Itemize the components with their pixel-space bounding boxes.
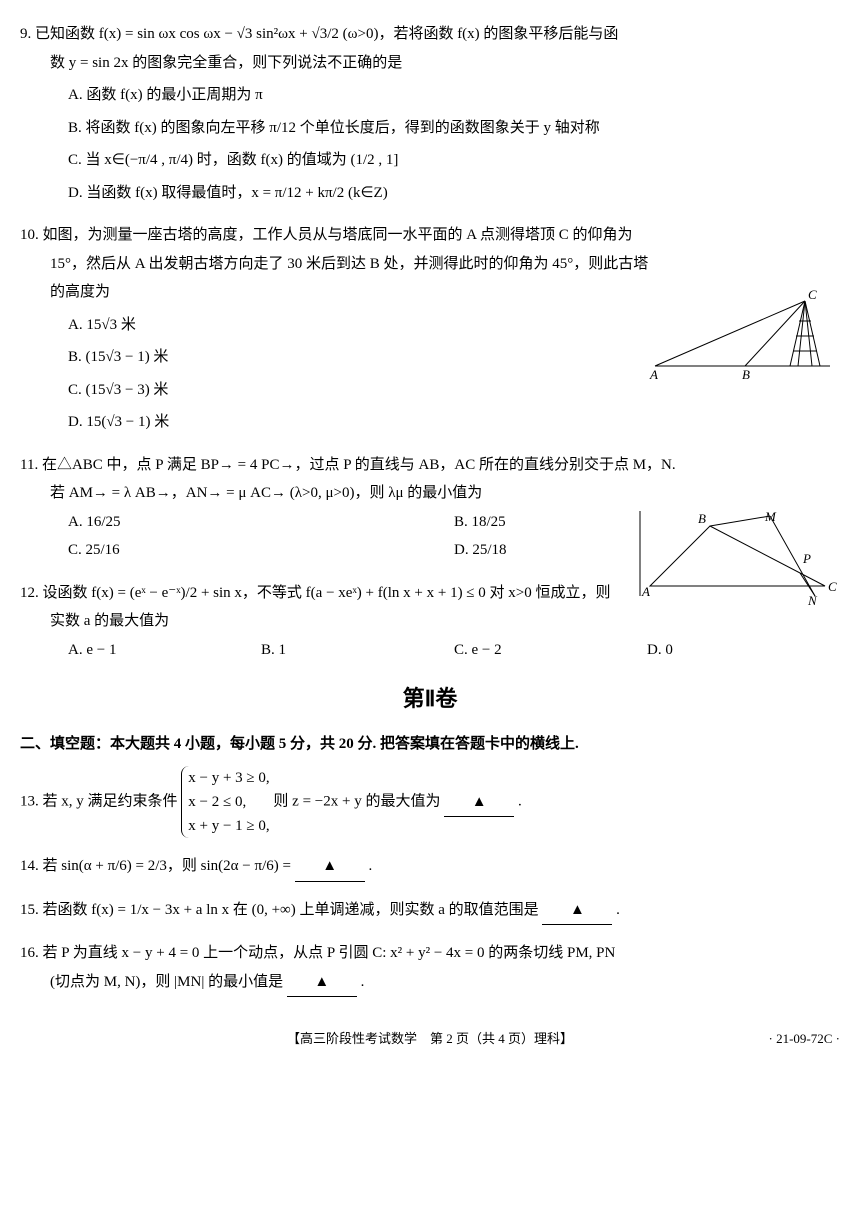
question-14: 14. 若 sin(α + π/6) = 2/3，则 sin(2α − π/6)… — [20, 852, 840, 882]
part-2-title: 第Ⅱ卷 — [20, 678, 840, 720]
q10-number: 10. — [20, 227, 39, 243]
q11-stem-1: 在△ABC 中，点 P 满足 BP→ = 4 PC→，过点 P 的直线与 AB，… — [42, 457, 676, 473]
q12-stem-2: 实数 a 的最大值为 — [20, 607, 840, 636]
q10-diagram: A B C — [650, 291, 840, 381]
q11-option-c: C. 25/16 — [68, 536, 454, 565]
q11-number: 11. — [20, 457, 38, 473]
q12-option-c: C. e − 2 — [454, 636, 647, 665]
q10-stem-2: 15°，然后从 A 出发朝古塔方向走了 30 米后到达 B 处，并测得此时的仰角… — [20, 250, 840, 279]
q11-label-b: B — [698, 511, 706, 526]
question-16: 16. 若 P 为直线 x − y + 4 = 0 上一个动点，从点 P 引圆 … — [20, 939, 840, 997]
question-10: 10. 如图，为测量一座古塔的高度，工作人员从与塔底同一水平面的 A 点测得塔顶… — [20, 221, 840, 437]
question-9: 9. 已知函数 f(x) = sin ωx cos ωx − √3 sin²ωx… — [20, 20, 840, 207]
q10-stem-1: 如图，为测量一座古塔的高度，工作人员从与塔底同一水平面的 A 点测得塔顶 C 的… — [43, 227, 633, 243]
q14-blank: ▲ — [295, 852, 365, 882]
q11-option-a: A. 16/25 — [68, 508, 454, 537]
q14-dot: . — [368, 858, 372, 874]
q10-label-c: C — [808, 287, 817, 302]
q9-option-a: A. 函数 f(x) 的最小正周期为 π — [68, 81, 840, 110]
q13-case-3: x + y − 1 ≥ 0, — [188, 814, 269, 838]
q16-blank: ▲ — [287, 968, 357, 998]
q15-text: 若函数 f(x) = 1/x − 3x + a ln x 在 (0, +∞) 上… — [43, 902, 539, 918]
question-13: 13. 若 x, y 满足约束条件 x − y + 3 ≥ 0, x − 2 ≤… — [20, 766, 840, 838]
q15-blank: ▲ — [542, 896, 612, 926]
question-15: 15. 若函数 f(x) = 1/x − 3x + a ln x 在 (0, +… — [20, 896, 840, 926]
q12-number: 12. — [20, 585, 39, 601]
footer-right: · 21-09-72C · — [769, 1027, 841, 1052]
footer-center: 【高三阶段性考试数学 第 2 页（共 4 页）理科】 — [287, 1031, 573, 1046]
q15-dot: . — [616, 902, 620, 918]
page-footer: 【高三阶段性考试数学 第 2 页（共 4 页）理科】 · 21-09-72C · — [20, 1027, 840, 1052]
q11-label-p: P — [802, 551, 811, 566]
q16-number: 16. — [20, 945, 39, 961]
q16-line-1: 若 P 为直线 x − y + 4 = 0 上一个动点，从点 P 引圆 C: x… — [43, 945, 616, 961]
q13-tail: 则 z = −2x + y 的最大值为 — [273, 794, 440, 810]
q13-cases: x − y + 3 ≥ 0, x − 2 ≤ 0, x + y − 1 ≥ 0, — [181, 766, 269, 838]
q14-text: 若 sin(α + π/6) = 2/3，则 sin(2α − π/6) = — [43, 858, 291, 874]
q9-stem-1: 已知函数 f(x) = sin ωx cos ωx − √3 sin²ωx + … — [35, 26, 618, 42]
q12-stem-1: 设函数 f(x) = (eˣ − e⁻ˣ)/2 + sin x，不等式 f(a … — [43, 585, 611, 601]
q9-option-c: C. 当 x∈(−π/4 , π/4) 时，函数 f(x) 的值域为 (1/2 … — [68, 146, 840, 175]
question-11: 11. 在△ABC 中，点 P 满足 BP→ = 4 PC→，过点 P 的直线与… — [20, 451, 840, 565]
q10-figure: A B C — [650, 291, 840, 392]
q15-number: 15. — [20, 902, 39, 918]
q12-option-b: B. 1 — [261, 636, 454, 665]
q14-number: 14. — [20, 858, 39, 874]
q13-blank: ▲ — [444, 788, 514, 818]
q9-option-d: D. 当函数 f(x) 取得最值时，x = π/12 + kπ/2 (k∈Z) — [68, 179, 840, 208]
q16-dot: . — [361, 974, 365, 990]
q12-option-a: A. e − 1 — [68, 636, 261, 665]
q9-stem-2: 数 y = sin 2x 的图象完全重合，则下列说法不正确的是 — [20, 49, 840, 78]
q10-label-a: A — [649, 367, 658, 382]
q9-number: 9. — [20, 26, 31, 42]
q12-option-d: D. 0 — [647, 636, 840, 665]
q10-option-d: D. 15(√3 − 1) 米 — [68, 408, 840, 437]
q9-option-b: B. 将函数 f(x) 的图象向左平移 π/12 个单位长度后，得到的函数图象关… — [68, 114, 840, 143]
q13-lead: 若 x, y 满足约束条件 — [43, 794, 178, 810]
q10-label-b: B — [742, 367, 750, 382]
section-2-head: 二、填空题：本大题共 4 小题，每小题 5 分，共 20 分. 把答案填在答题卡… — [20, 730, 840, 759]
question-12: 12. 设函数 f(x) = (eˣ − e⁻ˣ)/2 + sin x，不等式 … — [20, 579, 840, 665]
q16-line-2: (切点为 M, N)，则 |MN| 的最小值是 — [50, 974, 283, 990]
q13-dot: . — [518, 794, 522, 810]
q13-case-1: x − y + 3 ≥ 0, — [188, 766, 269, 790]
q13-number: 13. — [20, 794, 39, 810]
q13-case-2: x − 2 ≤ 0, — [188, 790, 269, 814]
